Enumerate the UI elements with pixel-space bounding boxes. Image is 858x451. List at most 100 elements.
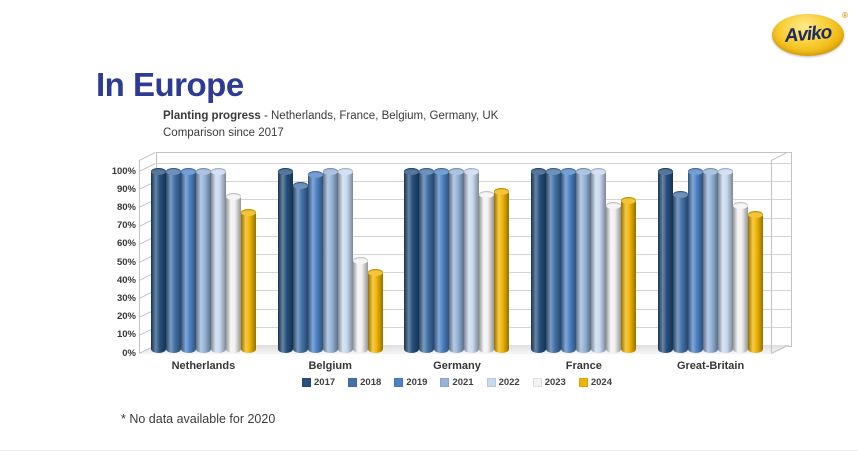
bar-top-cap xyxy=(733,202,749,210)
bar-group-belgium xyxy=(267,160,394,353)
subtitle-rest: - Netherlands, France, Belgium, Germany,… xyxy=(260,110,499,122)
bar-top-cap xyxy=(718,167,734,175)
category-label: Germany xyxy=(433,360,481,372)
legend-label: 2019 xyxy=(406,377,428,388)
category-label: France xyxy=(565,360,602,372)
bar-2023-france xyxy=(606,202,622,353)
bar-top-cap xyxy=(165,167,181,175)
plot-front-edge xyxy=(771,160,772,353)
bar-group-great-britain xyxy=(647,160,774,353)
bar-2023-germany xyxy=(479,191,495,353)
bar-2017-netherlands xyxy=(150,167,166,353)
plot-front-edge xyxy=(139,160,140,353)
bar-top-cap xyxy=(673,191,689,199)
bar-2017-belgium xyxy=(277,167,293,353)
bar-2018-netherlands xyxy=(165,167,181,353)
bar-top-cap xyxy=(434,167,450,175)
bar-top-cap xyxy=(531,167,547,175)
bar-top-cap xyxy=(180,167,196,175)
bar-top-cap xyxy=(307,171,323,179)
x-axis-category-labels: Netherlands Belgium Germany France Great-Bri… xyxy=(140,360,774,372)
legend-label: 2023 xyxy=(544,377,566,388)
legend-swatch xyxy=(486,378,496,387)
legend-swatch xyxy=(348,378,358,387)
bar-top-cap xyxy=(240,209,256,217)
legend: 2017 2018 2019 2021 2022 2023 2024 xyxy=(140,377,774,388)
bar-top-cap xyxy=(419,167,435,175)
chart-subtitle: Planting progress - Netherlands, France,… xyxy=(163,108,498,142)
bar-2023-great-britain xyxy=(733,202,749,353)
legend-swatch xyxy=(302,378,311,387)
bar-2024-germany xyxy=(494,187,510,353)
bar-2023-netherlands xyxy=(225,192,241,353)
bar-top-cap xyxy=(225,192,241,200)
brand-logo: Aviko ® xyxy=(772,11,848,56)
legend-item: 2022 xyxy=(486,377,520,388)
legend-item: 2018 xyxy=(348,377,381,388)
legend-item: 2019 xyxy=(394,377,427,388)
bar-top-cap xyxy=(591,167,607,175)
plot-area xyxy=(140,160,774,353)
bar-2021-france xyxy=(576,167,592,353)
y-axis-label: 80% xyxy=(116,201,136,213)
bar-top-cap xyxy=(210,167,226,175)
bar-2019-belgium xyxy=(307,171,323,353)
bar-2023-belgium xyxy=(352,256,368,353)
bar-2019-great-britain xyxy=(688,167,704,353)
y-axis-label: 20% xyxy=(116,311,136,323)
logo-oval xyxy=(772,14,844,56)
y-axis-label: 30% xyxy=(116,292,136,304)
bar-2024-netherlands xyxy=(240,209,256,353)
bar-2021-great-britain xyxy=(703,167,719,353)
legend-swatch xyxy=(578,378,588,387)
bar-2018-great-britain xyxy=(673,191,689,353)
bar-top-cap xyxy=(449,167,465,175)
bar-2021-netherlands xyxy=(195,167,211,353)
y-axis-label: 40% xyxy=(116,274,136,286)
y-axis-label: 70% xyxy=(116,220,136,232)
bar-top-cap xyxy=(367,269,383,277)
page-title: In Europe xyxy=(96,66,244,104)
y-axis-label: 0% xyxy=(122,347,136,359)
category-label: Belgium xyxy=(308,360,352,372)
bar-top-cap xyxy=(322,167,338,175)
legend-item: 2017 xyxy=(302,377,335,388)
legend-swatch xyxy=(532,378,542,387)
bar-2018-france xyxy=(546,167,562,353)
bar-top-cap xyxy=(404,167,420,175)
legend-swatch xyxy=(394,378,404,387)
bar-2019-france xyxy=(561,167,577,353)
bar-group-germany xyxy=(394,160,521,353)
category-label: Netherlands xyxy=(171,360,236,372)
y-axis-label: 90% xyxy=(116,183,136,195)
bar-top-cap xyxy=(703,167,719,175)
bar-top-cap xyxy=(277,167,293,175)
legend-label: 2017 xyxy=(314,377,336,388)
legend-label: 2022 xyxy=(498,377,520,388)
bar-2017-france xyxy=(531,167,547,353)
bar-top-cap xyxy=(546,167,562,175)
bar-top-cap xyxy=(352,256,368,264)
bar-group-france xyxy=(520,160,647,353)
bar-top-cap xyxy=(561,167,577,175)
bar-top-cap xyxy=(748,211,764,219)
bar-2022-belgium xyxy=(337,167,353,353)
legend-swatch xyxy=(440,378,450,387)
bar-2017-great-britain xyxy=(658,167,674,353)
bar-top-cap xyxy=(658,167,674,175)
bar-top-cap xyxy=(606,202,622,210)
bar-2022-germany xyxy=(464,167,480,353)
y-axis-label: 50% xyxy=(116,256,136,268)
category-label: Great-Britain xyxy=(676,360,745,372)
y-axis-label: 60% xyxy=(116,238,136,250)
bar-top-cap xyxy=(479,191,495,199)
bar-group-netherlands xyxy=(140,160,267,353)
bar-2022-france xyxy=(591,167,607,353)
bar-top-cap xyxy=(337,167,353,175)
subtitle-bold: Planting progress xyxy=(163,110,261,122)
bar-top-cap xyxy=(292,182,308,190)
bar-top-cap xyxy=(195,167,211,175)
bar-top-cap xyxy=(464,167,480,175)
